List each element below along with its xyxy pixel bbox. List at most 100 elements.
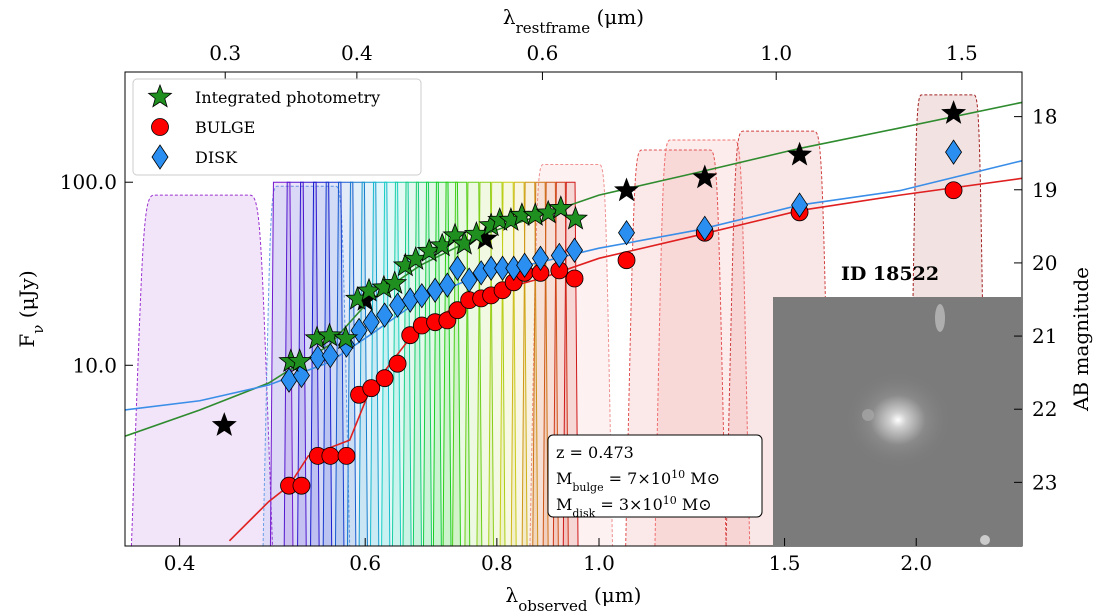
y-axis-label: Fν (μJy) (15, 270, 47, 347)
circle-marker (337, 446, 356, 465)
x-axis-label-part: (μm) (588, 583, 642, 607)
x2-axis-label-part: λ (503, 5, 516, 29)
star-marker (941, 100, 967, 124)
annotation-part: 10 (671, 468, 685, 481)
legend-box (132, 78, 422, 176)
legend-label: Integrated photometry (195, 88, 380, 107)
diamond-marker (438, 272, 456, 298)
diamond-marker (494, 255, 512, 281)
annotation-part: 10 (663, 494, 677, 507)
x-axis-label-part: observed (518, 597, 588, 611)
y2-tick-label: 19 (1032, 178, 1057, 202)
x2-tick-label: 1.0 (760, 41, 792, 65)
spectrum-line (125, 101, 1022, 437)
y2-tick-label: 18 (1032, 105, 1057, 129)
x2-tick-label: 0.3 (209, 41, 241, 65)
circle-marker (151, 118, 169, 136)
diamond-marker (321, 342, 339, 369)
annotation-box (547, 434, 763, 518)
diamond-marker (532, 245, 549, 272)
x-tick-label: 1.0 (583, 551, 615, 575)
star-marker (548, 195, 574, 219)
circle-marker (375, 369, 394, 388)
annotation-part: M⊙ (685, 469, 720, 488)
circle-marker (292, 476, 311, 495)
inset-image (773, 297, 1022, 546)
x-tick-label: 0.8 (481, 551, 513, 575)
circle-marker (565, 269, 584, 288)
annotation-line: Mdisk = 3×1010 M⊙ (556, 494, 712, 520)
x-axis-label: λobserved (μm) (506, 583, 642, 611)
diamond-marker (151, 144, 169, 170)
legend-label: DISK (195, 148, 238, 167)
legend-label: BULGE (195, 118, 255, 137)
diamond-marker (376, 302, 394, 328)
annotation-part: bulge (572, 481, 603, 494)
y2-tick-label: 23 (1032, 470, 1057, 494)
y-axis-label-part: ν (29, 325, 47, 334)
star-marker (333, 325, 359, 350)
x-tick-label: 0.6 (349, 551, 381, 575)
x2-tick-label: 1.5 (946, 41, 978, 65)
circle-marker (448, 301, 467, 320)
diamond-marker (550, 242, 568, 269)
y-tick-label: 10.0 (72, 353, 117, 377)
annotation-part: z = 0.473 (556, 443, 634, 462)
annotation-part: = 7×10 (604, 469, 672, 488)
y2-tick-label: 22 (1032, 397, 1057, 421)
diamond-marker (566, 237, 584, 263)
x2-axis-label-part: restframe (516, 19, 591, 37)
x2-tick-label: 0.6 (527, 41, 559, 65)
y-tick-label: 100.0 (60, 170, 117, 194)
star-marker (287, 348, 313, 373)
annotation-part: = 3×10 (595, 495, 663, 514)
circle-marker (362, 379, 381, 398)
star-marker (317, 322, 342, 347)
star-marker (692, 164, 718, 189)
star-marker (147, 83, 173, 108)
circle-marker (388, 354, 407, 373)
star-marker (211, 412, 237, 436)
y2-tick-label: 21 (1032, 324, 1057, 348)
diamond-marker (362, 309, 380, 335)
x-tick-label: 2.0 (900, 551, 932, 575)
circle-marker (617, 251, 636, 270)
circle-marker (944, 181, 963, 200)
circle-marker (321, 446, 340, 465)
diamond-marker (413, 282, 431, 309)
x-tick-label: 1.5 (769, 551, 801, 575)
broad-filter (130, 194, 274, 546)
diamond-marker (618, 219, 635, 246)
diamond-marker (516, 252, 534, 278)
diamond-marker (460, 267, 478, 293)
circle-marker (401, 326, 420, 345)
legend: Integrated photometry BULGE DISK (132, 78, 422, 176)
diamond-marker (696, 215, 714, 242)
x2-axis-label-part: (μm) (590, 5, 644, 29)
diamond-marker (482, 255, 500, 281)
inset-label: ID 18522 (841, 263, 939, 285)
x2-tick-label: 0.4 (341, 41, 373, 65)
y2-tick-label: 20 (1032, 251, 1057, 275)
x-axis-label-part: λ (506, 583, 519, 607)
annotation-part: M (556, 469, 572, 488)
diamond-marker (448, 255, 466, 281)
annotation-part: M⊙ (677, 495, 712, 514)
star-marker (563, 205, 588, 230)
y-axis-label-part: (μJy) (15, 270, 39, 324)
diamond-marker (791, 192, 809, 218)
annotation-part: disk (572, 507, 595, 520)
y2-axis-label: AB magnitude (1069, 267, 1093, 412)
star-marker (787, 141, 813, 166)
x2-axis-label: λrestframe (μm) (503, 5, 644, 37)
annotation-line: z = 0.473 (556, 443, 634, 462)
annotation-line: Mbulge = 7×1010 M⊙ (556, 468, 720, 494)
star-marker (614, 177, 639, 202)
star-marker (382, 270, 408, 295)
diamond-marker (945, 139, 963, 165)
annotation-part: M (556, 495, 572, 514)
y-axis-label-part: F (15, 334, 39, 348)
x-tick-label: 0.4 (164, 551, 196, 575)
